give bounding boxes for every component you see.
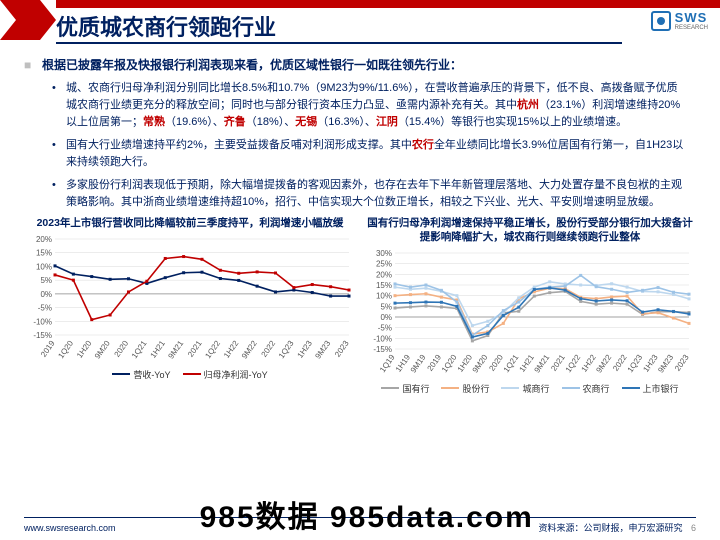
title-underline: [56, 42, 622, 44]
svg-text:1Q22: 1Q22: [564, 352, 583, 374]
svg-text:20%: 20%: [376, 270, 392, 279]
legend-item: 国有行: [381, 382, 429, 395]
footer-source: 资料来源：公司财报，申万宏源研究: [538, 523, 682, 533]
svg-text:-10%: -10%: [373, 334, 392, 343]
footer: www.swsresearch.com 资料来源：公司财报，申万宏源研究 6: [0, 521, 720, 534]
svg-text:9M23: 9M23: [313, 339, 332, 361]
svg-text:20%: 20%: [36, 235, 52, 244]
logo-text: SWS: [675, 10, 708, 25]
charts-row: 2023年上市银行营收同比降幅较前三季度持平，利润增速小幅放缓 -15% -10%…: [0, 217, 720, 394]
chart1-legend: 营收-YoY 归母净利润-YoY: [24, 368, 356, 381]
logo-subtext: RESEARCH: [675, 25, 708, 31]
svg-text:10%: 10%: [36, 262, 52, 271]
svg-text:15%: 15%: [36, 249, 52, 258]
svg-text:9M22: 9M22: [240, 339, 259, 361]
svg-text:30%: 30%: [376, 249, 392, 258]
logo-icon: [651, 11, 671, 31]
page-title: 优质城农商行领跑行业: [56, 10, 276, 42]
bullet-item: 国有大行业绩增速持平约2%，主要受益拨备反哺对利润形成支撑。其中农行全年业绩同比…: [66, 137, 684, 171]
svg-text:1H23: 1H23: [296, 339, 315, 360]
svg-text:1Q21: 1Q21: [502, 352, 521, 374]
content: 根据已披露年报及快报银行利润表现来看，优质区域性银行一如既往领先行业： 城、农商…: [0, 48, 720, 211]
chart2-title: 国有行归母净利润增速保持平稳正增长，股份行受部分银行加大拨备计提影响降幅扩大，城…: [364, 217, 696, 244]
chart1-title: 2023年上市银行营收同比降幅较前三季度持平，利润增速小幅放缓: [24, 217, 356, 231]
red-chevron-icon: [0, 0, 56, 40]
svg-text:9M20: 9M20: [471, 352, 490, 374]
svg-text:-15%: -15%: [33, 331, 52, 340]
chart-left: 2023年上市银行营收同比降幅较前三季度持平，利润增速小幅放缓 -15% -10%…: [24, 217, 356, 394]
svg-text:2020: 2020: [113, 339, 131, 359]
svg-text:9M20: 9M20: [93, 339, 112, 361]
svg-text:0%: 0%: [380, 313, 392, 322]
bullet-list: 城、农商行归母净利润分别同比增长8.5%和10.7%（9M23为9%/11.6%…: [42, 80, 684, 211]
svg-text:-15%: -15%: [373, 345, 392, 354]
footer-url: www.swsresearch.com: [24, 523, 116, 533]
legend-item: 城商行: [501, 382, 549, 395]
legend-item: 归母净利润-YoY: [183, 368, 268, 381]
bullet-item: 多家股份行利润表现低于预期，除大幅增提拨备的客观因素外，也存在去年下半年新管理层…: [66, 177, 684, 211]
svg-text:1H20: 1H20: [75, 339, 94, 360]
svg-text:2023: 2023: [333, 339, 351, 359]
chart1-svg: -15% -10% -5% 0% 5% 10% 15% 20% 20191Q201H209M20…: [24, 233, 356, 363]
svg-text:2022: 2022: [260, 339, 278, 359]
svg-text:9M21: 9M21: [166, 339, 185, 361]
svg-text:1Q20: 1Q20: [440, 352, 459, 374]
intro-text: 根据已披露年报及快报银行利润表现来看，优质区域性银行一如既往领先行业：: [42, 56, 684, 74]
legend-item: 股份行: [441, 382, 489, 395]
svg-text:1Q21: 1Q21: [130, 339, 149, 361]
legend-item: 农商行: [562, 382, 610, 395]
svg-text:25%: 25%: [376, 259, 392, 268]
svg-text:-10%: -10%: [33, 317, 52, 326]
chart2-legend: 国有行股份行城商行农商行上市银行: [364, 382, 696, 395]
footer-line: [24, 517, 696, 518]
svg-text:9M22: 9M22: [594, 352, 613, 374]
svg-text:2019: 2019: [39, 339, 57, 359]
legend-item: 上市银行: [622, 382, 679, 395]
svg-text:1Q19: 1Q19: [378, 352, 397, 374]
svg-text:1H22: 1H22: [222, 339, 241, 360]
chart2-svg: -15%-10%-5%0%5%10%15%20%25%30%1Q191H199M…: [364, 247, 696, 377]
header: 优质城农商行领跑行业 SWS RESEARCH: [0, 0, 720, 48]
bullet-item: 城、农商行归母净利润分别同比增长8.5%和10.7%（9M23为9%/11.6%…: [66, 80, 684, 131]
svg-text:5%: 5%: [40, 276, 52, 285]
svg-text:2023: 2023: [673, 352, 691, 372]
svg-text:9M21: 9M21: [533, 352, 552, 374]
svg-text:1H21: 1H21: [149, 339, 168, 360]
svg-text:1Q22: 1Q22: [203, 339, 222, 361]
red-bar: [56, 0, 720, 8]
chart-right: 国有行归母净利润增速保持平稳正增长，股份行受部分银行加大拨备计提影响降幅扩大，城…: [364, 217, 696, 394]
svg-text:1Q23: 1Q23: [626, 352, 645, 374]
svg-text:5%: 5%: [380, 302, 392, 311]
svg-text:9M19: 9M19: [409, 352, 428, 374]
legend-item: 营收-YoY: [112, 368, 170, 381]
page-number: 6: [691, 523, 696, 533]
svg-text:-5%: -5%: [378, 323, 392, 332]
sws-logo: SWS RESEARCH: [651, 10, 708, 31]
svg-text:-5%: -5%: [38, 304, 52, 313]
svg-text:1Q23: 1Q23: [277, 339, 296, 361]
svg-text:0%: 0%: [40, 290, 52, 299]
svg-text:10%: 10%: [376, 291, 392, 300]
svg-text:9M23: 9M23: [656, 352, 675, 374]
svg-text:2021: 2021: [186, 339, 204, 359]
svg-text:15%: 15%: [376, 281, 392, 290]
svg-text:1Q20: 1Q20: [56, 339, 75, 361]
